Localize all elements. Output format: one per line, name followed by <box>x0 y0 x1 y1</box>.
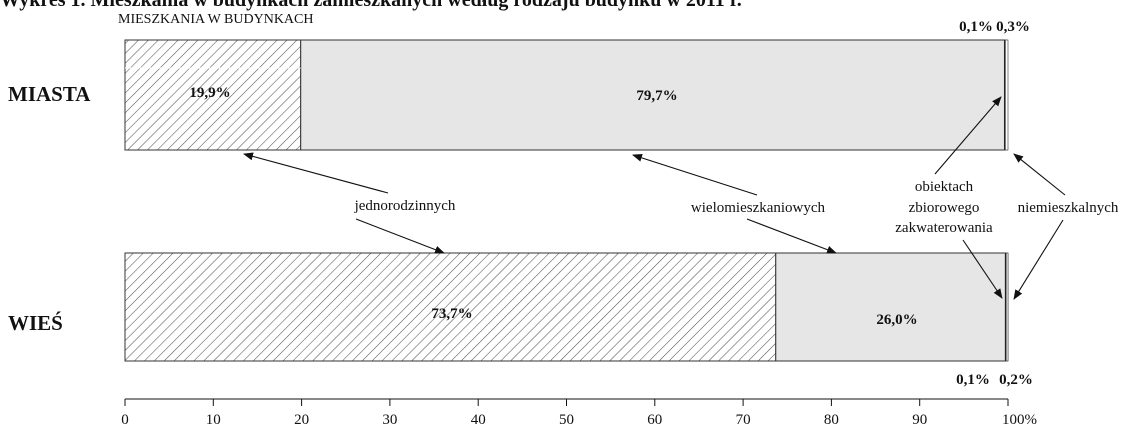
x-tick-label: 50 <box>559 412 574 427</box>
data-label: 0,3% <box>996 19 1030 35</box>
x-tick-label: 90 <box>912 412 927 427</box>
bar-segment <box>124 39 302 151</box>
data-label: 0,1% <box>956 372 990 388</box>
chart-subtitle: MIESZKANIA W BUDYNKACH <box>118 12 314 27</box>
data-label: 79,7% <box>636 88 677 104</box>
x-tick-label: 60 <box>647 412 662 427</box>
x-tick-label: 10 <box>206 412 221 427</box>
annotation-arrow <box>934 96 1002 175</box>
chart-title: Wykres 1. Mieszkania w budynkach zamiesz… <box>0 0 742 11</box>
annotation-arrow <box>962 239 1003 299</box>
annotation-arrow <box>243 152 389 194</box>
data-label: 0,2% <box>999 372 1033 388</box>
x-tick-label: 80 <box>824 412 839 427</box>
annotation-arrow <box>746 218 837 254</box>
x-tick-label: 100% <box>1002 412 1037 427</box>
bar-segment <box>775 252 1006 362</box>
bar-segment <box>1005 252 1009 362</box>
annotation-arrow <box>632 153 758 196</box>
bar-segment <box>1005 39 1009 151</box>
category-label: WIEŚ <box>8 311 63 335</box>
x-tick-label: 40 <box>471 412 486 427</box>
annotations-layer: jednorodzinnych wielomieszkaniowych obiekt… <box>243 96 1119 300</box>
data-label: 19,9% <box>189 85 230 101</box>
annotation-niemieszkalnych: niemieszkalnych <box>1018 200 1119 216</box>
annotation-zbiorowe: obiektach <box>915 179 974 195</box>
annotation-arrow <box>1013 219 1064 300</box>
bar-segment <box>300 39 1005 151</box>
x-tick-label: 20 <box>294 412 309 427</box>
x-tick-label: 30 <box>382 412 397 427</box>
annotation-zbiorowe: zakwaterowania <box>895 220 993 236</box>
annotation-zbiorowe: zbiorowego <box>909 200 980 216</box>
annotation-wielomieszkaniowych: wielomieszkaniowych <box>691 200 826 216</box>
x-tick-label: 0 <box>121 412 129 427</box>
x-axis: 0 10 20 30 40 50 60 70 80 90 100% <box>121 398 1037 427</box>
data-label: 73,7% <box>431 306 472 322</box>
data-label: 26,0% <box>876 312 917 328</box>
x-tick-label: 70 <box>736 412 751 427</box>
category-label: MIASTA <box>8 82 91 106</box>
annotation-arrow <box>1013 153 1066 196</box>
annotation-arrow <box>355 218 445 254</box>
annotation-jednorodzinnych: jednorodzinnych <box>354 198 456 214</box>
data-label: 0,1% <box>959 19 993 35</box>
